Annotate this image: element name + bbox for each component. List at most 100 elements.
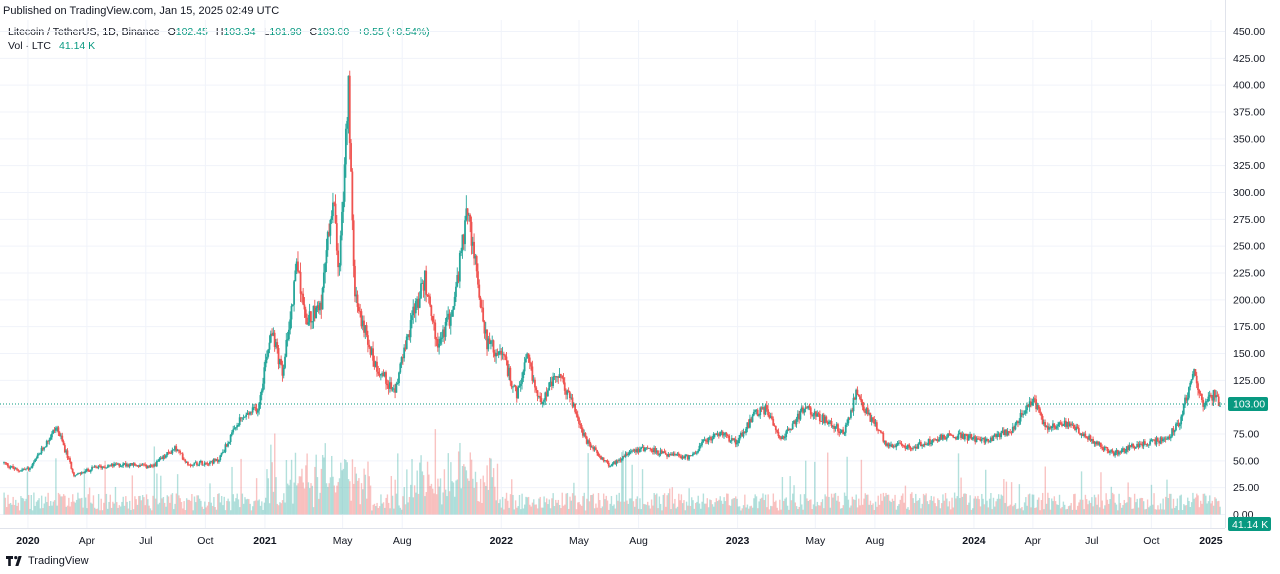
candle-body: [287, 329, 290, 340]
candle-body: [74, 475, 77, 477]
candle-body: [688, 455, 690, 460]
volume-bar: [904, 485, 907, 515]
candle-body: [113, 463, 115, 467]
volume-bar: [653, 493, 655, 515]
volume-bar: [355, 473, 358, 515]
volume-bar: [77, 492, 79, 515]
volume-label[interactable]: Vol · LTC: [8, 40, 51, 52]
candle-body: [1189, 382, 1192, 388]
candle-body: [1110, 450, 1113, 452]
candle-body: [445, 317, 448, 322]
volume-bar: [575, 509, 578, 515]
candle-body: [1084, 433, 1087, 437]
candle-body: [690, 455, 693, 457]
volume-bar: [334, 492, 337, 515]
tradingview-logo[interactable]: TradingView: [6, 555, 89, 567]
candle-body: [1171, 428, 1173, 437]
candle-body: [570, 397, 573, 399]
price-axis[interactable]: 0.0025.0050.0075.00100.00125.00150.00175…: [1233, 26, 1265, 521]
candle-body: [341, 211, 343, 236]
volume-bar: [320, 468, 323, 515]
candle-body: [43, 447, 46, 450]
volume-bar: [1000, 494, 1002, 515]
candle-body: [137, 465, 140, 467]
candle-body: [1024, 410, 1027, 414]
volume-bar: [402, 496, 404, 515]
volume-bar: [890, 502, 892, 515]
volume-bar: [526, 497, 528, 515]
candle-body: [1136, 443, 1139, 448]
volume-bar: [1004, 502, 1006, 515]
candle-body: [227, 443, 229, 447]
volume-bar: [381, 503, 383, 515]
volume-bar: [192, 510, 194, 515]
candle-body: [840, 429, 843, 433]
candle-body: [344, 128, 347, 165]
candle-body: [285, 340, 288, 357]
candle-body: [1094, 441, 1097, 445]
candle-body: [360, 311, 363, 327]
time-axis[interactable]: 2020 Apr Jul Oct 2021 May Aug 2022 May Aug 2023 May…: [16, 535, 1222, 547]
volume-bar: [1122, 505, 1124, 515]
volume-bar: [1174, 507, 1176, 515]
candle-body: [100, 465, 103, 469]
volume-bar: [806, 498, 808, 515]
candle-body: [278, 359, 281, 365]
candle-body: [1129, 445, 1132, 447]
candle-body: [1131, 443, 1133, 447]
candle-body: [960, 432, 962, 438]
candle-body: [307, 322, 310, 325]
x-tick-label: May: [569, 535, 590, 547]
candle-body: [780, 437, 782, 440]
candle-body: [289, 319, 292, 330]
volume-bar: [916, 500, 918, 515]
volume-bar: [894, 494, 896, 515]
candle-body: [742, 432, 745, 437]
candle-body: [254, 407, 257, 409]
volume-bar: [60, 496, 62, 515]
candle-body: [807, 405, 810, 409]
candle-body: [721, 431, 724, 436]
volume-bar: [652, 505, 654, 515]
volume-bar: [1021, 506, 1023, 515]
candle-body: [123, 463, 126, 464]
candle-body: [670, 453, 672, 455]
volume-bar: [887, 494, 890, 515]
candle-body: [540, 398, 543, 404]
candle-body: [1090, 439, 1093, 441]
candle-body: [240, 417, 242, 419]
volume-bar: [845, 495, 847, 515]
candle-body: [80, 472, 83, 474]
volume-bar: [727, 493, 729, 515]
volume-bar: [429, 485, 431, 515]
volume-bar: [825, 496, 828, 515]
candle-body: [339, 235, 342, 266]
volume-bar: [627, 503, 629, 515]
volume-bar: [421, 471, 424, 515]
volume-bar: [863, 498, 865, 515]
candle-body: [918, 441, 921, 444]
candle-body: [888, 444, 891, 447]
volume-bar: [268, 503, 271, 515]
volume-bar: [889, 500, 891, 515]
candle-body: [408, 334, 411, 338]
candle-body: [356, 294, 359, 307]
candle-body: [969, 434, 971, 436]
candle-body: [1212, 390, 1215, 401]
candle-body: [505, 356, 508, 361]
volume-bar: [197, 495, 200, 515]
candle-body: [897, 442, 900, 444]
volume-bar: [817, 505, 820, 515]
y-tick-label: 400.00: [1233, 80, 1265, 92]
candle-body: [158, 458, 161, 461]
candle-body: [229, 434, 232, 442]
volume-bar: [794, 502, 797, 515]
volume-bar: [266, 469, 268, 515]
volume-bar: [486, 465, 488, 515]
volume-bar: [593, 508, 596, 515]
volume-bar: [960, 477, 962, 515]
volume-bar: [56, 505, 58, 515]
volume-bar: [703, 503, 706, 515]
volume-bar: [167, 496, 170, 515]
